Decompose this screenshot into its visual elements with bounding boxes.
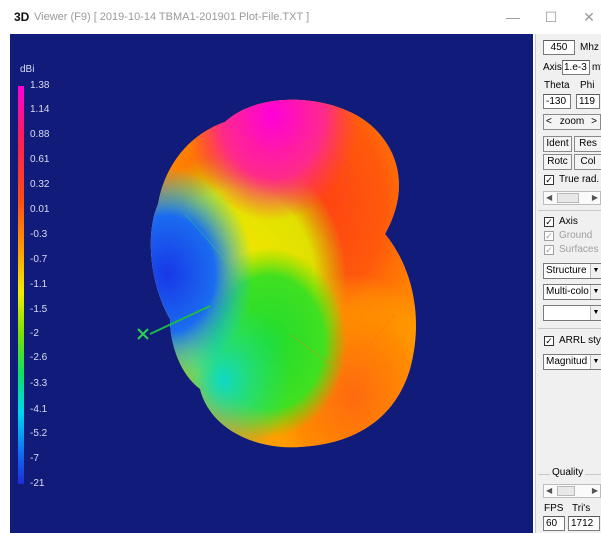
structure-select-value: Structure: [546, 265, 587, 276]
theta-label: Theta: [544, 80, 570, 91]
true-rad-slider[interactable]: ◀ ▶: [543, 191, 601, 205]
close-icon[interactable]: ✕: [583, 9, 595, 25]
radiation-pattern-surface: [150, 99, 416, 448]
chevron-down-icon[interactable]: ▼: [590, 306, 601, 320]
legend-level: -0.3: [30, 229, 48, 240]
color-mode-select-value: Multi-colo: [546, 286, 589, 297]
tris-label: Tri's: [572, 503, 591, 514]
extra-select[interactable]: ▼: [543, 305, 601, 321]
slider-thumb[interactable]: [557, 193, 579, 203]
color-button[interactable]: Col: [574, 154, 601, 170]
arrl-style-checkbox[interactable]: ✓: [544, 336, 554, 346]
quality-slider[interactable]: ◀ ▶: [543, 484, 601, 498]
legend-level: -2: [30, 328, 39, 339]
minimize-icon[interactable]: —: [506, 9, 520, 25]
divider: [538, 210, 601, 211]
rotate-button[interactable]: Rotc: [543, 154, 572, 170]
legend-level: 0.61: [30, 154, 50, 165]
legend-level: -1.1: [30, 279, 48, 290]
slider-left-arrow-icon[interactable]: ◀: [546, 486, 553, 495]
legend-level: -7: [30, 453, 39, 464]
surfaces-checkbox-label: Surfaces: [559, 244, 599, 255]
app-logo: 3D: [14, 10, 30, 24]
surfaces-checkbox[interactable]: ✓: [544, 245, 554, 255]
legend-level: -0.7: [30, 254, 48, 265]
structure-select[interactable]: Structure ▼: [543, 263, 601, 279]
legend-level: 0.88: [30, 129, 50, 140]
axis-scale-unit: mtr: [592, 62, 601, 73]
axis-x-marker-icon: [137, 328, 149, 340]
legend-level: -3.3: [30, 378, 48, 389]
slider-thumb[interactable]: [557, 486, 575, 496]
control-panel: 450 Mhz Axis 1.e-3 mtr Theta Phi -130 11…: [535, 34, 601, 533]
zoom-control: < zoom >: [543, 114, 601, 130]
true-rad-checkbox[interactable]: ✓: [544, 175, 554, 185]
title-bar: 3D Viewer (F9) [ 2019-10-14 TBMA1-201901…: [0, 0, 601, 34]
magnitude-select-value: Magnitud: [546, 356, 588, 367]
zoom-label: zoom: [559, 116, 585, 127]
frequency-field[interactable]: 450: [543, 40, 575, 55]
axis-line: [149, 305, 211, 335]
window-title: Viewer (F9) [ 2019-10-14 TBMA1-201901 Pl…: [34, 11, 310, 23]
maximize-icon[interactable]: ☐: [544, 9, 558, 25]
magnitude-select[interactable]: Magnitud ▼: [543, 354, 601, 370]
legend-level: -1.5: [30, 304, 48, 315]
chevron-down-icon[interactable]: ▼: [590, 355, 601, 369]
axis-scale-label: Axis: [543, 62, 562, 73]
fps-value: 60: [543, 516, 565, 531]
legend-colorbar: [18, 86, 24, 484]
color-mode-select[interactable]: Multi-colo ▼: [543, 284, 601, 300]
chevron-down-icon[interactable]: ▼: [590, 264, 601, 278]
arrl-style-label: ARRL style: [559, 335, 601, 346]
legend-level: 1.38: [30, 80, 50, 91]
ident-button[interactable]: Ident: [543, 136, 572, 152]
chevron-down-icon[interactable]: ▼: [590, 285, 601, 299]
legend-level: 0.01: [30, 204, 50, 215]
true-rad-label: True rad.: [559, 174, 600, 185]
slider-right-arrow-icon[interactable]: ▶: [591, 486, 598, 495]
zoom-in-button[interactable]: >: [591, 116, 597, 127]
zoom-out-button[interactable]: <: [546, 116, 552, 127]
legend-level: -4.1: [30, 404, 48, 415]
legend-unit: dBi: [20, 64, 35, 75]
legend-level: 1.14: [30, 104, 50, 115]
phi-label: Phi: [580, 80, 595, 91]
quality-label: Quality: [550, 467, 586, 478]
radiation-pattern-view[interactable]: dBi 1.38 1.14 0.88 0.61 0.32 0.01 -0.3 -…: [10, 34, 533, 533]
tris-value: 1712: [568, 516, 600, 531]
slider-right-arrow-icon[interactable]: ▶: [591, 193, 598, 202]
reset-button[interactable]: Res: [574, 136, 601, 152]
ground-checkbox[interactable]: ✓: [544, 231, 554, 241]
phi-field[interactable]: 119: [576, 94, 600, 109]
slider-left-arrow-icon[interactable]: ◀: [546, 193, 553, 202]
legend-level: -2.6: [30, 352, 48, 363]
ground-checkbox-label: Ground: [559, 230, 593, 241]
pattern-svg: [18, 86, 416, 484]
fps-label: FPS: [544, 503, 564, 514]
legend-level: -21: [30, 478, 45, 489]
theta-field[interactable]: -130: [543, 94, 571, 109]
axis-scale-field[interactable]: 1.e-3: [562, 60, 590, 75]
divider: [538, 328, 601, 329]
axis-checkbox-label: Axis: [559, 216, 578, 227]
legend-level: -5.2: [30, 428, 48, 439]
legend-level: 0.32: [30, 179, 50, 190]
frequency-unit: Mhz: [580, 42, 599, 53]
axis-checkbox[interactable]: ✓: [544, 217, 554, 227]
